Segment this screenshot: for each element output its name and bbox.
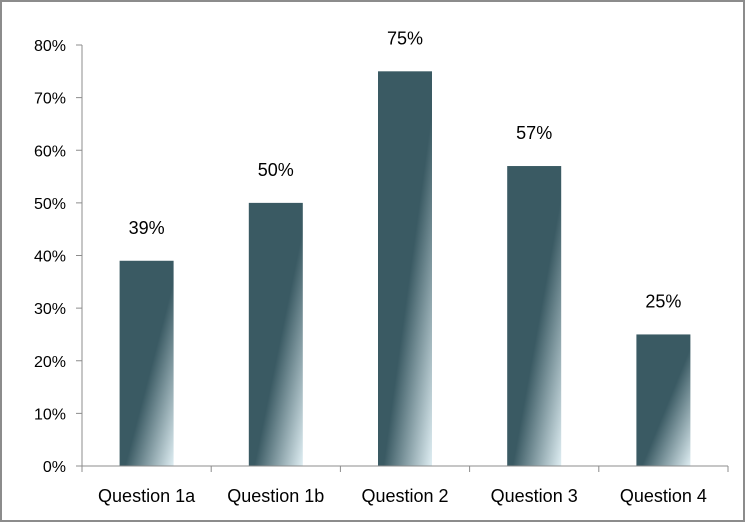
- data-label: 50%: [258, 160, 294, 180]
- data-label: 25%: [645, 291, 681, 311]
- category-labels: Question 1a Question 1b Question 2 Question…: [98, 486, 707, 506]
- y-axis-ticks: 0% 10% 20% 30% 40% 50% 60% 70% 80%: [34, 38, 729, 476]
- y-tick-label: 30%: [34, 301, 66, 318]
- category-label: Question 1b: [227, 486, 324, 506]
- bar: [119, 260, 174, 466]
- y-tick-label: 20%: [34, 354, 66, 371]
- y-tick-label: 0%: [43, 459, 66, 476]
- bar: [378, 71, 432, 466]
- bar: [636, 334, 691, 466]
- bars: [119, 71, 691, 466]
- data-label: 57%: [516, 123, 552, 143]
- category-label: Question 1a: [98, 486, 196, 506]
- y-tick-label: 70%: [34, 91, 66, 108]
- y-tick-label: 60%: [34, 143, 66, 160]
- category-label: Question 2: [361, 486, 448, 506]
- bar: [248, 202, 303, 466]
- y-tick-label: 80%: [34, 38, 66, 55]
- data-label: 39%: [129, 218, 165, 238]
- data-label: 75%: [387, 28, 423, 48]
- category-label: Question 3: [491, 486, 578, 506]
- y-tick-label: 40%: [34, 249, 66, 266]
- y-tick-label: 50%: [34, 196, 66, 213]
- data-labels: 39% 50% 75% 57% 25%: [129, 28, 682, 311]
- y-tick-label: 10%: [34, 406, 66, 423]
- bar: [507, 166, 562, 466]
- category-label: Question 4: [620, 486, 707, 506]
